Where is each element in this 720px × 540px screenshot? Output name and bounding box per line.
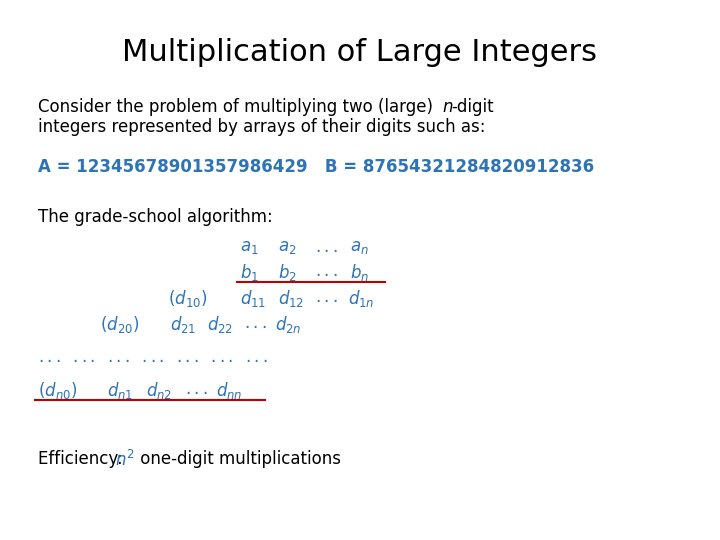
Text: $d_{2n}$: $d_{2n}$ <box>275 314 302 335</box>
Text: $d_{11}$: $d_{11}$ <box>240 288 266 309</box>
Text: $a_2$: $a_2$ <box>278 238 297 256</box>
Text: -digit: -digit <box>451 98 494 116</box>
Text: $d_{12}$: $d_{12}$ <box>278 288 305 309</box>
Text: $d_{n2}$: $d_{n2}$ <box>146 380 172 401</box>
Text: $d_{21}$: $d_{21}$ <box>170 314 197 335</box>
Text: $...$: $...$ <box>244 314 266 332</box>
Text: n: n <box>442 98 452 116</box>
Text: The grade-school algorithm:: The grade-school algorithm: <box>38 208 273 226</box>
Text: A = 12345678901357986429   B = 87654321284820912836: A = 12345678901357986429 B = 87654321284… <box>38 158 594 176</box>
Text: $b_2$: $b_2$ <box>278 262 297 283</box>
Text: $(d_{10})$: $(d_{10})$ <box>168 288 207 309</box>
Text: $d_{1n}$: $d_{1n}$ <box>348 288 374 309</box>
Text: one-digit multiplications: one-digit multiplications <box>135 450 341 468</box>
Text: Consider the problem of multiplying two (large): Consider the problem of multiplying two … <box>38 98 438 116</box>
Text: $(d_{n0})$: $(d_{n0})$ <box>38 380 77 401</box>
Text: $...$: $...$ <box>315 262 338 280</box>
Text: $d_{nn}$: $d_{nn}$ <box>216 380 243 401</box>
Text: $...$: $...$ <box>315 238 338 256</box>
Text: $(d_{20})$: $(d_{20})$ <box>100 314 140 335</box>
Text: $n^2$: $n^2$ <box>115 450 135 470</box>
Text: $d_{22}$: $d_{22}$ <box>207 314 233 335</box>
Text: $d_{n1}$: $d_{n1}$ <box>107 380 133 401</box>
Text: $...$: $...$ <box>315 288 338 306</box>
Text: $b_1$: $b_1$ <box>240 262 259 283</box>
Text: $a_1$: $a_1$ <box>240 238 258 256</box>
Text: $... \;\; ... \;\; ... \;\; ... \;\; ... \;\; ... \;\; ...$: $... \;\; ... \;\; ... \;\; ... \;\; ...… <box>38 348 268 366</box>
Text: integers represented by arrays of their digits such as:: integers represented by arrays of their … <box>38 118 485 136</box>
Text: $...$: $...$ <box>185 380 207 398</box>
Text: $a_n$: $a_n$ <box>350 238 369 256</box>
Text: Efficiency:: Efficiency: <box>38 450 128 468</box>
Text: $b_n$: $b_n$ <box>350 262 369 283</box>
Text: Multiplication of Large Integers: Multiplication of Large Integers <box>122 38 598 67</box>
